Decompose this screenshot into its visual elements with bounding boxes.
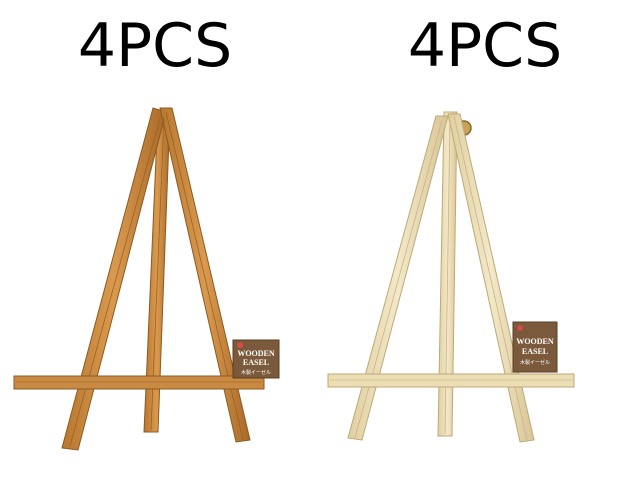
product-left: 4PCS WOODEN EASEL 木製イーゼル [13,11,280,451]
svg-text:EASEL: EASEL [243,358,269,367]
product-tag: WOODEN EASEL 木製イーゼル [232,339,280,379]
svg-text:WOODEN: WOODEN [516,337,554,346]
wooden-easel-image: WOODEN EASEL 木製イーゼル [327,111,575,443]
product-tag: WOODEN EASEL 木製イーゼル [512,321,558,373]
wooden-easel-image: WOODEN EASEL 木製イーゼル [13,107,280,451]
svg-text:EASEL: EASEL [522,347,548,356]
quantity-label: 4PCS [77,11,233,81]
svg-text:木製イーゼル: 木製イーゼル [520,359,550,366]
svg-text:木製イーゼル: 木製イーゼル [241,369,271,376]
svg-text:WOODEN: WOODEN [237,349,275,358]
quantity-label: 4PCS [407,11,563,81]
product-right: 4PCS WOODEN EASEL 木製イーゼル [320,0,640,480]
